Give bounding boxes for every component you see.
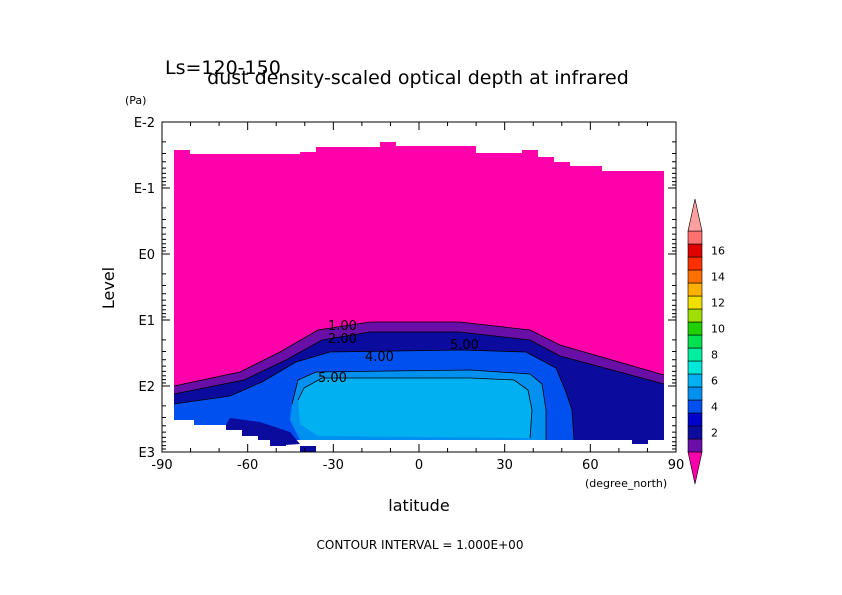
colorbar-swatch xyxy=(687,269,703,284)
contour-label: 2.00 xyxy=(328,332,357,347)
contour-label: 5.00 xyxy=(450,338,479,353)
contour-fill xyxy=(162,142,665,452)
chart-title: dust density-scaled optical depth at inf… xyxy=(207,67,629,89)
colorbar-swatch xyxy=(687,373,703,388)
region-ground xyxy=(162,420,664,452)
x-tick-label: 0 xyxy=(415,458,423,473)
contour-label: 1.00 xyxy=(328,319,357,334)
colorbar-swatch xyxy=(687,256,703,271)
colorbar-swatch xyxy=(687,321,703,336)
colorbar-arrow-high xyxy=(687,198,703,232)
colorbar-swatch xyxy=(687,425,703,440)
y-unit: (Pa) xyxy=(125,94,146,107)
y-tick-label: E-1 xyxy=(134,182,155,197)
colorbar-label: 16 xyxy=(711,245,725,258)
region-magenta xyxy=(174,142,664,386)
colorbar-label: 6 xyxy=(711,375,718,388)
colorbar-label: 8 xyxy=(711,349,718,362)
colorbar-label: 12 xyxy=(711,297,725,310)
colorbar-labels: 2 4 6 8 10 12 14 16 xyxy=(711,245,725,440)
axis-ticks xyxy=(161,121,677,452)
x-tick-label: 30 xyxy=(496,458,513,473)
chart-subtitle: Ls=120-150 xyxy=(165,57,281,79)
colorbar-label: 2 xyxy=(711,427,718,440)
region-purple xyxy=(174,322,664,394)
contour-line xyxy=(297,377,533,439)
contour-line xyxy=(173,331,665,395)
colorbar-swatch xyxy=(687,399,703,414)
y-tick-label: E-2 xyxy=(134,116,155,131)
x-tick-label: -90 xyxy=(151,458,172,473)
colorbar-swatch xyxy=(687,334,703,349)
contour-label: 5.00 xyxy=(318,371,347,386)
x-tick-label: -30 xyxy=(323,458,344,473)
colorbar-swatch xyxy=(687,386,703,401)
contour-line xyxy=(173,321,665,387)
colorbar-swatch xyxy=(687,282,703,297)
colorbar-swatch xyxy=(687,412,703,427)
y-tick-label: E2 xyxy=(139,380,156,395)
x-axis-label: latitude xyxy=(388,496,449,515)
y-tick-labels: E-2 E-1 E0 E1 E2 E3 xyxy=(134,116,155,461)
region-cyan xyxy=(298,378,532,438)
colorbar-label: 10 xyxy=(711,323,725,336)
colorbar-swatch xyxy=(687,438,703,453)
colorbar-swatch xyxy=(687,308,703,323)
x-tick-label: 90 xyxy=(668,458,685,473)
colorbar-label: 4 xyxy=(711,401,718,414)
x-unit: (degree_north) xyxy=(585,477,667,490)
y-axis-label: Level xyxy=(99,267,118,309)
contour-interval-note: CONTOUR INTERVAL = 1.000E+00 xyxy=(317,538,524,552)
colorbar-label: 14 xyxy=(711,271,725,284)
contour-line xyxy=(291,369,547,440)
x-tick-labels: -90 -60 -30 0 30 60 90 xyxy=(151,458,684,473)
contour-line xyxy=(173,349,575,441)
y-tick-label: E1 xyxy=(139,314,156,329)
y-tick-label: E0 xyxy=(139,248,156,263)
colorbar-swatch xyxy=(687,295,703,310)
colorbar-swatch xyxy=(687,347,703,362)
y-tick-label: E3 xyxy=(139,446,156,461)
contour-label: 4.00 xyxy=(365,350,394,365)
x-tick-label: -60 xyxy=(237,458,258,473)
colorbar-swatch xyxy=(687,243,703,258)
x-tick-label: 60 xyxy=(582,458,599,473)
colorbar-swatch xyxy=(687,360,703,375)
colorbar-swatch xyxy=(687,230,703,245)
colorbar xyxy=(687,198,703,485)
colorbar-arrow-low xyxy=(687,451,703,485)
